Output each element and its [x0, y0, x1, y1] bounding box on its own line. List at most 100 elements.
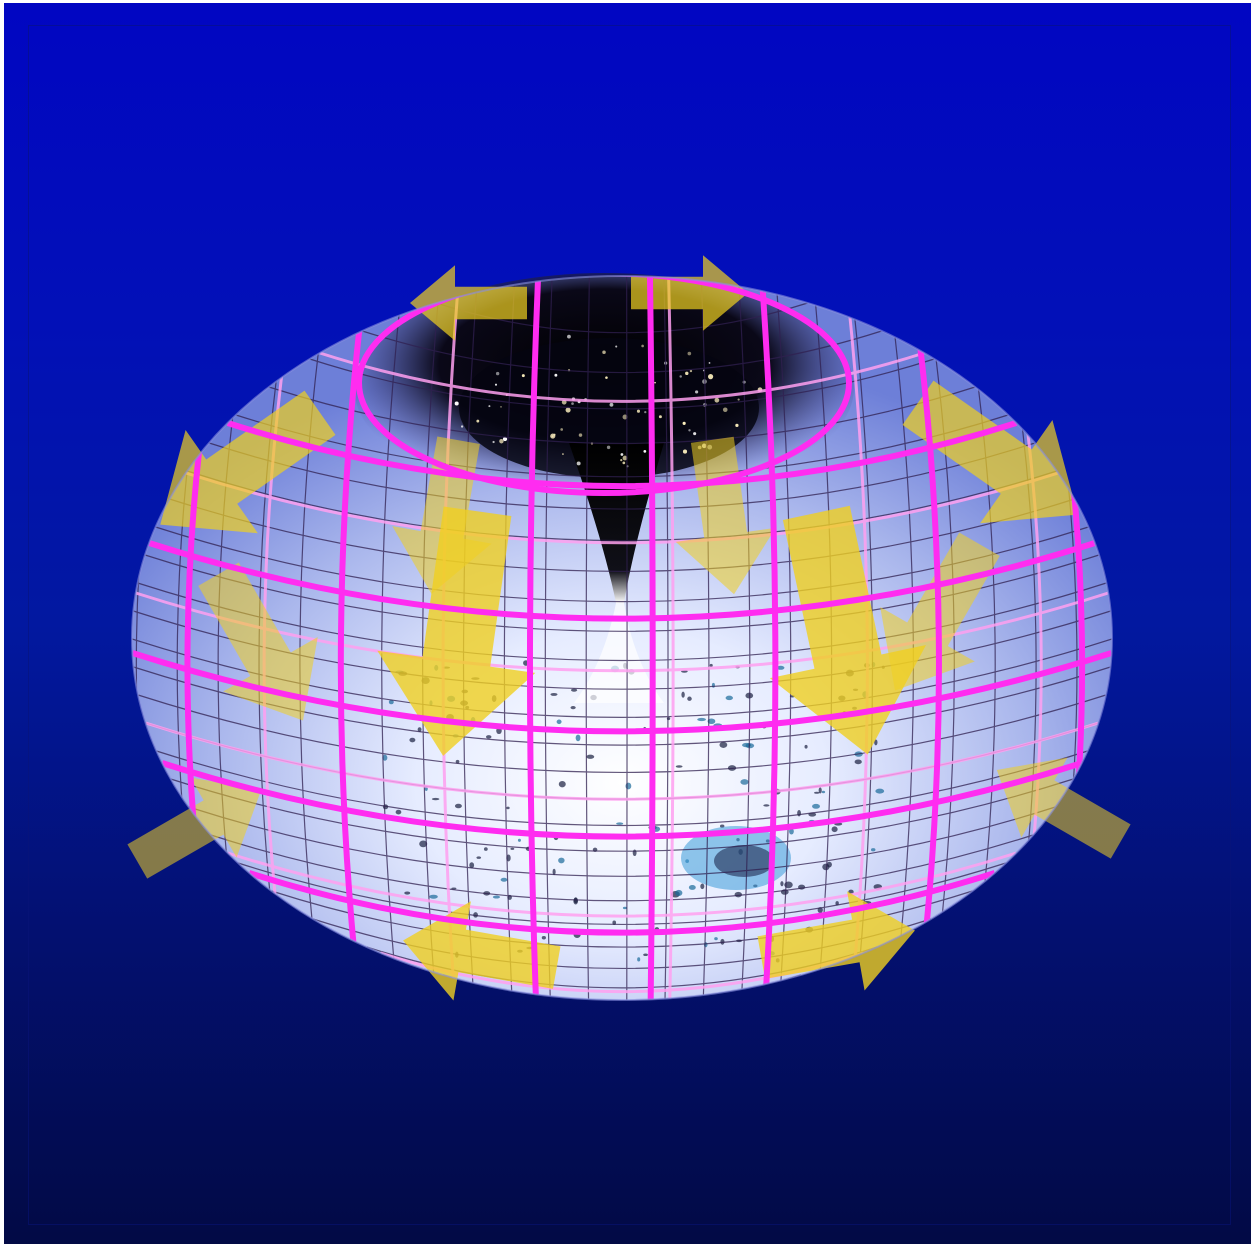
major-meridian-line — [646, 276, 656, 1000]
star-dot — [460, 425, 464, 428]
yellow-flow-arrow-icon — [996, 757, 1131, 859]
yellow-flow-arrow-icon — [127, 777, 262, 879]
star-dot — [500, 406, 502, 408]
minor-latitude-line — [319, 351, 925, 403]
star-dot — [562, 453, 564, 456]
speckle-dot — [707, 718, 716, 725]
major-meridian-line — [907, 276, 942, 1000]
speckle-dot — [632, 849, 637, 857]
major-meridian-line — [758, 276, 779, 1000]
speckle-dot — [719, 741, 728, 748]
yellow-flow-arrow-icon — [630, 255, 749, 331]
speckle-dot — [687, 696, 692, 701]
speckle-dot — [700, 883, 705, 890]
fine-meridian-line — [422, 276, 441, 1000]
star-dot — [708, 362, 711, 364]
major-latitude-line — [161, 760, 1083, 840]
star-dot — [571, 402, 574, 405]
speckle-dot — [556, 719, 562, 725]
major-latitude-line — [148, 540, 1096, 622]
speckle-dot — [573, 897, 578, 905]
speckle-dot — [804, 744, 808, 749]
torus-outline — [131, 275, 1113, 1001]
star-dot — [708, 374, 714, 380]
star-dot — [682, 421, 686, 425]
speckle-dot — [637, 957, 641, 962]
star-dot — [550, 433, 556, 439]
yellow-flow-arrow-icon — [769, 505, 927, 755]
speckle-dot — [875, 788, 885, 794]
fine-meridian-line — [585, 276, 590, 1000]
speckle-dot — [835, 901, 839, 906]
speckle-dot — [697, 717, 706, 722]
speckle-dot — [675, 765, 683, 768]
speckle-dot — [643, 953, 648, 956]
speckle-dot — [558, 857, 565, 864]
speckle-dot — [404, 891, 411, 895]
star-dot — [554, 373, 558, 377]
speckle-dot — [763, 804, 770, 807]
minor-meridian-line — [667, 276, 675, 1000]
speckle-dot — [831, 826, 838, 833]
speckle-dot — [455, 759, 460, 764]
speckle-dot — [485, 735, 492, 739]
speckle-dot — [874, 739, 878, 746]
speckle-dot — [725, 695, 733, 701]
fine-meridian-line — [775, 276, 792, 1000]
star-dot — [695, 390, 699, 394]
fine-latitude-line — [137, 582, 1107, 662]
star-dot — [644, 410, 647, 414]
speckle-dot — [429, 894, 438, 899]
speckle-dot — [822, 863, 830, 871]
speckle-dot — [431, 797, 440, 801]
speckle-dot — [789, 828, 794, 835]
star-dot — [492, 440, 495, 444]
major-grid-lines — [132, 276, 1112, 1000]
flow-arrows — [127, 255, 1131, 1001]
star-dot — [622, 461, 626, 465]
speckle-dot — [395, 809, 402, 815]
fine-latitude-line — [188, 806, 1056, 877]
star-dot — [605, 376, 608, 379]
star-dot — [567, 334, 571, 339]
speckle-dot — [469, 862, 475, 869]
star-dot — [689, 369, 693, 373]
star-dot — [737, 398, 740, 401]
star-dot — [499, 439, 504, 444]
fine-meridian-line — [381, 276, 404, 1000]
speckle-dot — [517, 838, 521, 842]
speckle-dot — [780, 881, 784, 887]
yellow-flow-arrow-icon — [902, 380, 1078, 524]
star-dot — [688, 429, 691, 432]
fine-meridian-line — [700, 276, 710, 1000]
image-frame — [4, 3, 1251, 1244]
speckle-dot — [776, 665, 785, 670]
star-dot — [654, 381, 656, 384]
star-dot — [620, 459, 623, 462]
star-dot — [735, 423, 739, 428]
star-dot — [565, 407, 571, 413]
speckle-dot — [812, 803, 820, 809]
speckle-dot — [734, 891, 743, 898]
speckle-dot — [570, 705, 576, 710]
fine-latitude-line — [170, 778, 1074, 852]
star-dot — [560, 428, 564, 431]
star-dot — [687, 351, 692, 356]
major-meridian-line — [526, 276, 542, 1000]
fine-meridian-line — [544, 276, 553, 1000]
speckle-dot — [675, 889, 683, 896]
speckle-dot — [586, 754, 595, 759]
star-dot — [722, 407, 728, 413]
speckle-dot — [550, 692, 558, 696]
major-latitude-line — [226, 420, 1018, 489]
star-dot — [643, 450, 647, 453]
yellow-flow-arrow-icon — [198, 562, 318, 721]
fine-latitude-line — [208, 442, 1036, 510]
speckle-dot — [409, 737, 416, 743]
yellow-flow-arrow-icon — [675, 436, 776, 595]
speckle-dot — [506, 806, 510, 810]
fine-latitude-line — [210, 834, 1034, 902]
speckle-dot — [382, 754, 388, 761]
speckle-dot — [492, 895, 501, 899]
fine-latitude-line — [187, 470, 1057, 542]
